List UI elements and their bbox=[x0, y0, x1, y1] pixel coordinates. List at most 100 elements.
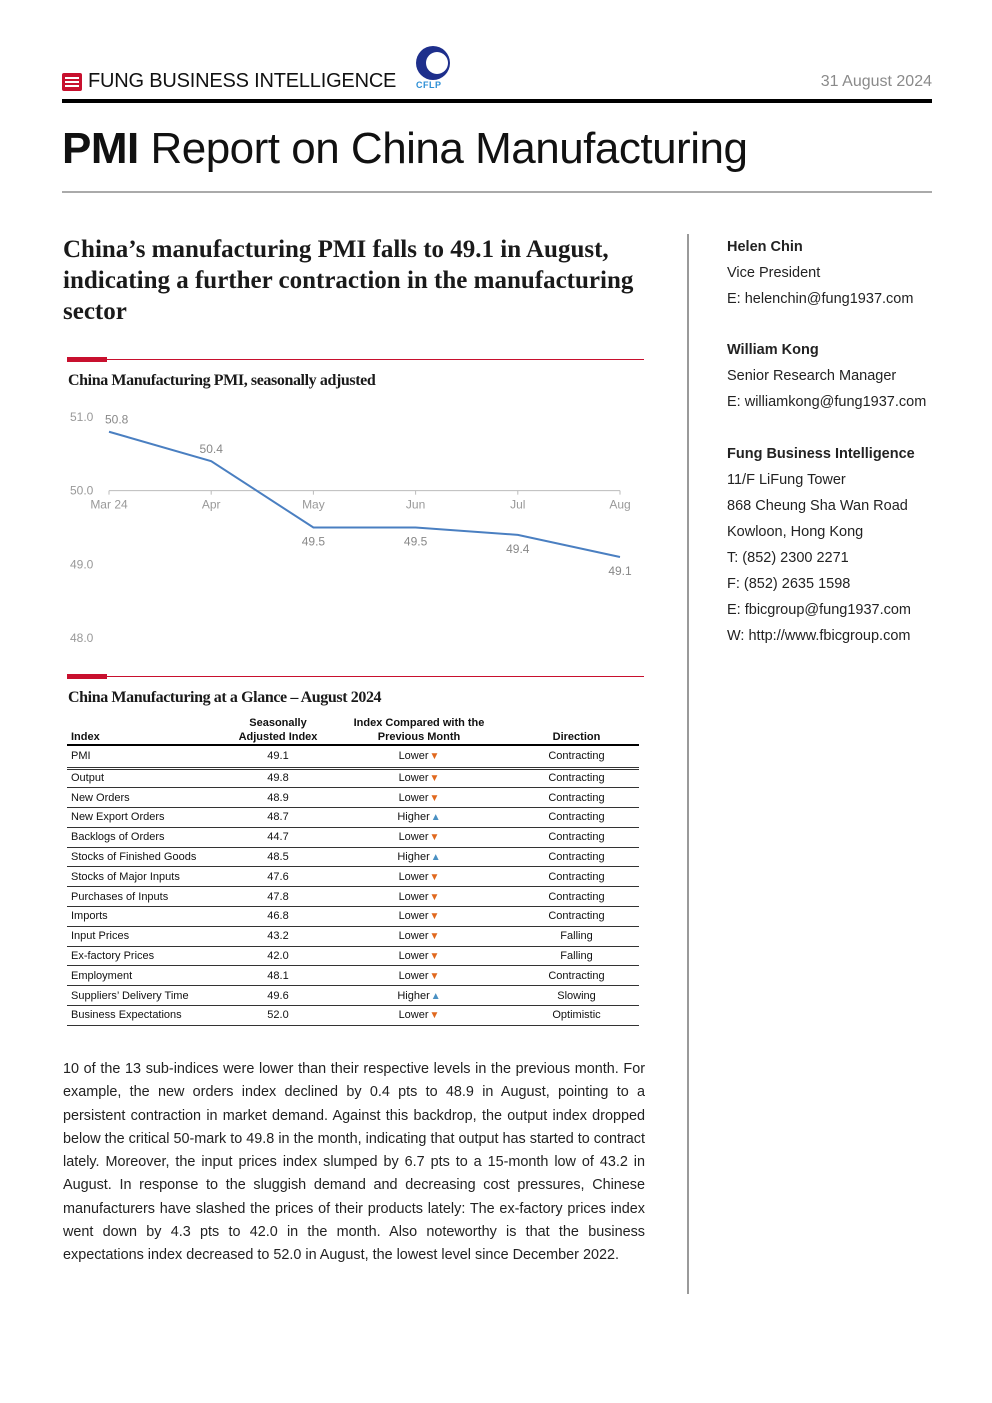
cell-value: 44.7 bbox=[232, 827, 324, 848]
table-row: Stocks of Major Inputs 47.6 Lower▼ Contract… bbox=[67, 866, 639, 888]
table-row: PMI 49.1 Lower▼ Contracting bbox=[67, 745, 639, 770]
x-tick-label: Mar 24 bbox=[90, 498, 128, 512]
table-row: Business Expectations 52.0 Lower▼ Optimisti… bbox=[67, 1005, 639, 1026]
contact-block: Fung Business Intelligence 11/F LiFung To… bbox=[727, 441, 915, 649]
header-divider bbox=[62, 99, 932, 103]
table-section-rule bbox=[67, 674, 644, 679]
cell-value: 49.6 bbox=[232, 985, 324, 1007]
chart-section-title: China Manufacturing PMI, seasonally adju… bbox=[68, 372, 376, 389]
cell-direction: Contracting bbox=[514, 886, 639, 908]
triangle-down-icon: ▼ bbox=[429, 1010, 440, 1022]
report-date: 31 August 2024 bbox=[820, 73, 932, 90]
cell-compare: Higher▲ bbox=[324, 985, 514, 1007]
page-title-rest: Report on China Manufacturing bbox=[138, 124, 748, 173]
pmi-line-chart: 51.0 50.0 49.0 48.0 Mar 24 Apr May Jun Jul Aug 50.… bbox=[70, 410, 632, 645]
analysis-paragraph: 10 of the 13 sub-indices were lower than… bbox=[63, 1061, 645, 1264]
brand: FUNG BUSINESS INTELLIGENCE bbox=[62, 70, 396, 93]
table-header-row: Index Seasonally Adjusted Index Index Com… bbox=[67, 716, 639, 745]
cell-index: Output bbox=[67, 768, 232, 789]
cell-compare: Lower▼ bbox=[324, 745, 514, 770]
cflp-logo-moon bbox=[426, 52, 448, 74]
triangle-down-icon: ▼ bbox=[429, 891, 440, 903]
cell-compare: Lower▼ bbox=[324, 906, 514, 927]
chart-section-rule bbox=[67, 357, 644, 362]
col-header-compare: Index Compared with the Previous Month bbox=[324, 716, 514, 745]
cell-index: PMI bbox=[67, 745, 232, 770]
triangle-up-icon: ▲ bbox=[430, 812, 441, 824]
compare-text: Lower bbox=[398, 910, 429, 923]
compare-text: Lower bbox=[398, 950, 429, 963]
triangle-down-icon: ▼ bbox=[429, 792, 440, 804]
compare-text: Lower bbox=[398, 890, 429, 903]
cell-direction: Slowing bbox=[514, 985, 639, 1007]
contact-line: E: fbicgroup@fung1937.com bbox=[727, 602, 911, 618]
fung-logo-icon bbox=[62, 72, 82, 91]
cell-direction: Contracting bbox=[514, 768, 639, 789]
contact-line: T: (852) 2300 2271 bbox=[727, 550, 849, 566]
data-label: 49.5 bbox=[302, 535, 326, 549]
contact-line: Vice President bbox=[727, 265, 821, 281]
cell-direction: Contracting bbox=[514, 906, 639, 927]
col-header-compare-line1: Index Compared with the bbox=[353, 717, 485, 729]
cell-compare: Lower▼ bbox=[324, 926, 514, 947]
data-label: 49.1 bbox=[608, 564, 632, 578]
triangle-down-icon: ▼ bbox=[429, 751, 440, 763]
table-row: Backlogs of Orders 44.7 Lower▼ Contracting bbox=[67, 827, 639, 848]
cell-index: New Export Orders bbox=[67, 807, 232, 828]
data-label: 50.8 bbox=[105, 413, 129, 427]
cell-direction: Contracting bbox=[514, 787, 639, 809]
table-row: Ex-factory Prices 42.0 Lower▼ Falling bbox=[67, 946, 639, 967]
cell-compare: Lower▼ bbox=[324, 965, 514, 987]
compare-text: Lower bbox=[398, 791, 429, 804]
table-row: New Export Orders 48.7 Higher▲ Contracting bbox=[67, 807, 639, 828]
compare-text: Lower bbox=[398, 969, 429, 982]
cell-compare: Lower▼ bbox=[324, 886, 514, 908]
cell-index: New Orders bbox=[67, 787, 232, 809]
col-header-sa-line2: Adjusted Index bbox=[238, 731, 318, 743]
cell-index: Ex-factory Prices bbox=[67, 946, 232, 967]
triangle-down-icon: ▼ bbox=[429, 970, 440, 982]
compare-text: Higher bbox=[397, 851, 430, 864]
cell-index: Business Expectations bbox=[67, 1005, 232, 1026]
x-tick-label: Jun bbox=[406, 498, 425, 512]
data-label: 49.5 bbox=[404, 535, 428, 549]
table-row: Employment 48.1 Lower▼ Contracting bbox=[67, 965, 639, 987]
y-tick-label: 51.0 bbox=[70, 410, 94, 424]
compare-text: Lower bbox=[398, 750, 429, 763]
cell-value: 52.0 bbox=[232, 1005, 324, 1026]
page-title-bold: PMI bbox=[62, 124, 139, 173]
table-row: Imports 46.8 Lower▼ Contracting bbox=[67, 906, 639, 927]
contact-name: Fung Business Intelligence bbox=[727, 446, 915, 462]
table-row: Stocks of Finished Goods 48.5 Higher▲ Contr… bbox=[67, 847, 639, 868]
column-divider bbox=[687, 234, 689, 1294]
col-header-compare-line2: Previous Month bbox=[377, 731, 461, 743]
cell-value: 49.1 bbox=[232, 745, 324, 770]
cell-value: 42.0 bbox=[232, 946, 324, 967]
triangle-down-icon: ▼ bbox=[429, 871, 440, 883]
pmi-series-line bbox=[108, 430, 621, 558]
cell-value: 49.8 bbox=[232, 768, 324, 789]
cflp-logo: CFLP bbox=[412, 46, 454, 90]
contact-block: Helen Chin Vice President E: helenchin@fun… bbox=[727, 234, 913, 312]
compare-text: Lower bbox=[398, 831, 429, 844]
table-row: New Orders 48.9 Lower▼ Contracting bbox=[67, 787, 639, 809]
contact-line: Senior Research Manager bbox=[727, 368, 897, 384]
cell-index: Employment bbox=[67, 965, 232, 987]
cell-compare: Lower▼ bbox=[324, 946, 514, 967]
cell-value: 47.6 bbox=[232, 866, 324, 888]
contact-block: William Kong Senior Research Manager E: wi… bbox=[727, 337, 926, 415]
cell-direction: Contracting bbox=[514, 866, 639, 888]
report-header: FUNG BUSINESS INTELLIGENCE CFLP 31 Augus… bbox=[62, 44, 932, 104]
table-row: Purchases of Inputs 47.8 Lower▼ Contracting bbox=[67, 886, 639, 908]
cell-direction: Contracting bbox=[514, 847, 639, 868]
x-tick-label: Aug bbox=[609, 498, 630, 512]
triangle-down-icon: ▼ bbox=[429, 951, 440, 963]
compare-text: Lower bbox=[398, 772, 429, 785]
table-row: Suppliers’ Delivery Time 49.6 Higher▲ Slowi… bbox=[67, 985, 639, 1007]
y-tick-label: 49.0 bbox=[70, 557, 94, 571]
triangle-down-icon: ▼ bbox=[429, 832, 440, 844]
x-tick-label: Jul bbox=[510, 498, 525, 512]
cell-compare: Higher▲ bbox=[324, 847, 514, 868]
cell-value: 48.7 bbox=[232, 807, 324, 828]
page-title: PMI Report on China Manufacturing bbox=[62, 124, 748, 174]
